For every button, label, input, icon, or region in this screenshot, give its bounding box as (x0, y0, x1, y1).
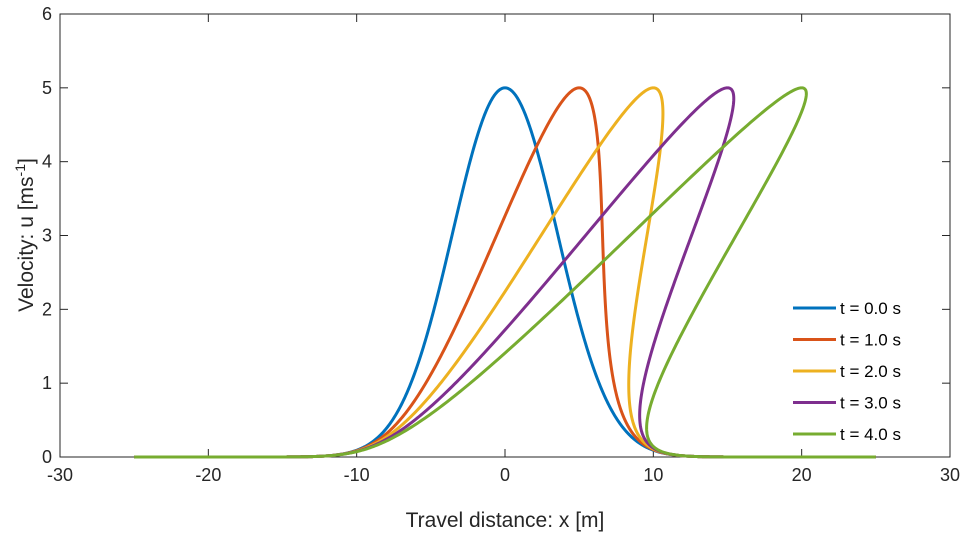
legend-label: t = 2.0 s (840, 362, 901, 381)
y-tick-label: 6 (42, 4, 52, 24)
x-axis-label: Travel distance: x [m] (406, 509, 605, 532)
x-tick-label: -20 (195, 465, 221, 485)
y-tick-label: 0 (42, 447, 52, 467)
legend-label: t = 4.0 s (840, 425, 901, 444)
tick-marks (59, 13, 951, 458)
y-axis-label: Velocity: u [ms-1] (12, 158, 38, 312)
y-tick-label: 1 (42, 373, 52, 393)
x-tick-label: 0 (500, 465, 510, 485)
legend-box (785, 287, 942, 444)
legend-label: t = 1.0 s (840, 331, 901, 350)
series-line-t4 (133, 86, 877, 459)
y-tick-label: 2 (42, 299, 52, 319)
y-tick-label: 4 (42, 152, 52, 172)
legend-label: t = 0.0 s (840, 299, 901, 318)
y-tick-label: 5 (42, 78, 52, 98)
legend-label: t = 3.0 s (840, 394, 901, 413)
y-axis-label-superscript: -1 (12, 164, 28, 177)
legend: t = 0.0 s t = 1.0 s t = 2.0 s t = 3.0 s t = … (785, 287, 942, 444)
y-tick-labels: 0 1 2 3 4 5 6 (42, 4, 52, 467)
series-lines (133, 86, 877, 459)
x-tick-labels: -30 -20 -10 0 10 20 30 (47, 465, 960, 485)
y-tick-label: 3 (42, 226, 52, 246)
x-tick-label: 20 (792, 465, 812, 485)
x-tick-label: 30 (940, 465, 960, 485)
x-tick-label: -30 (47, 465, 73, 485)
y-axis-label-main: Velocity: u [ms (15, 176, 38, 311)
y-axis-label-end: ] (15, 158, 38, 164)
x-tick-label: -10 (344, 465, 370, 485)
x-tick-label: 10 (643, 465, 663, 485)
